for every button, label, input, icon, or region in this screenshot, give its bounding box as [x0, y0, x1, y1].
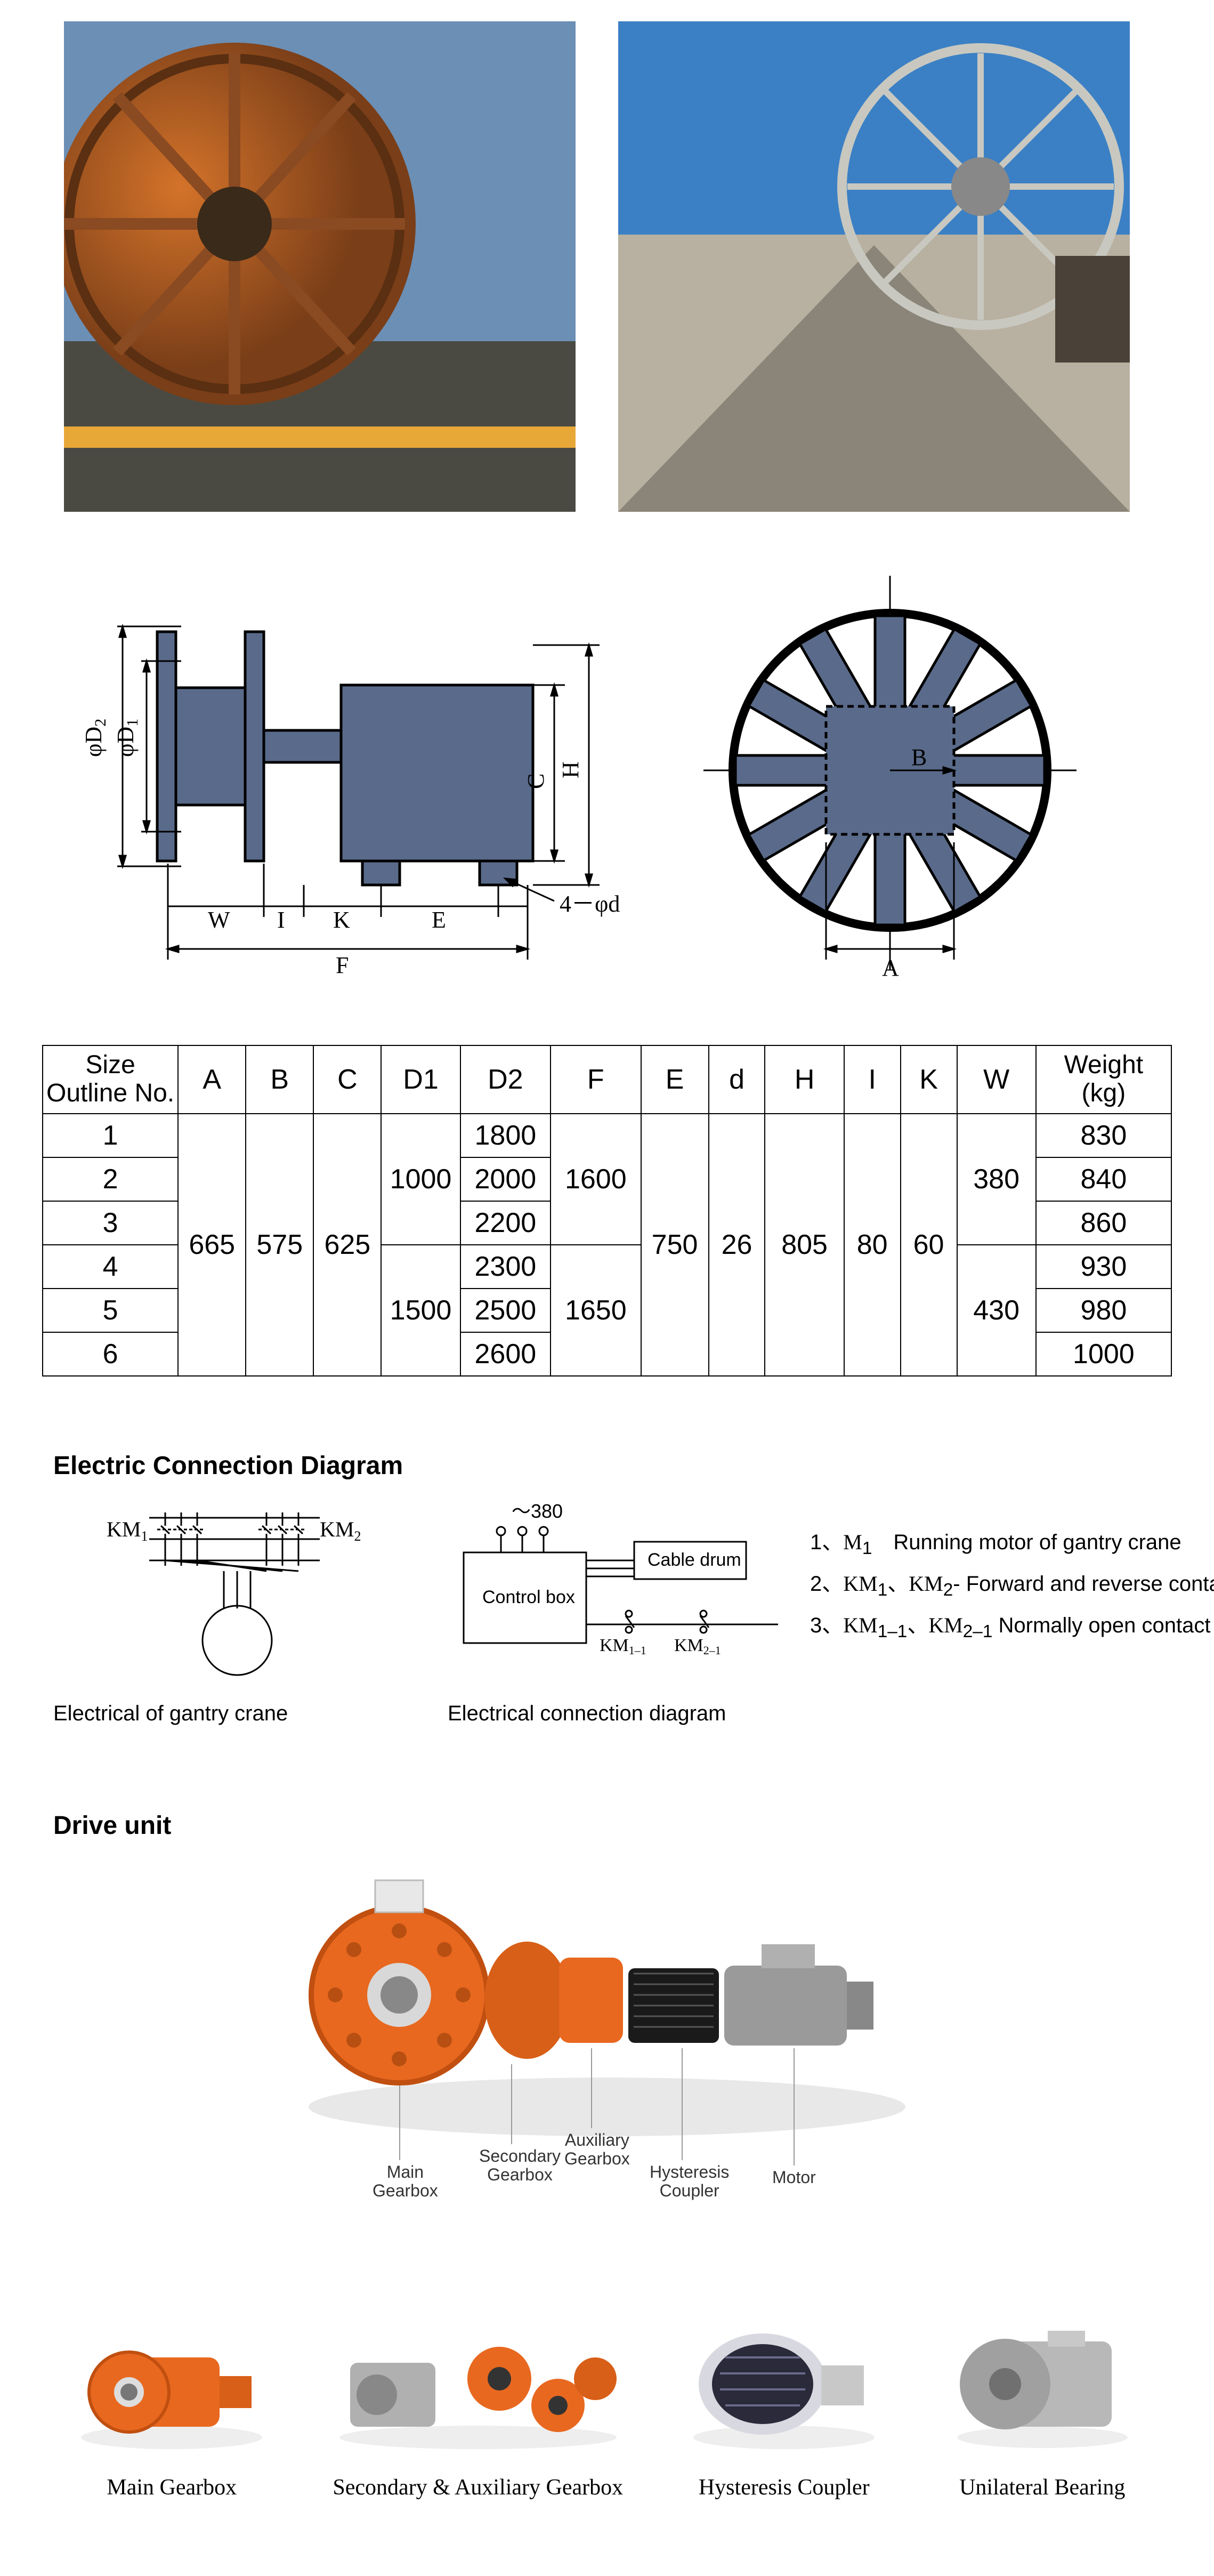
caption-conn: Electrical connection diagram — [405, 1702, 789, 1726]
legend-item: 1、M1 Running motor of gantry crane — [810, 1523, 1214, 1565]
drive-section-title: Drive unit — [53, 1811, 1182, 1840]
dim-i: I — [277, 907, 285, 933]
label-hysteresis-coupler: Hysteresis Coupler — [650, 2163, 729, 2200]
component-secondary-gearbox: Secondary & Auxiliary Gearbox — [329, 2299, 627, 2500]
product-photo-1 — [64, 21, 576, 512]
col-b: B — [246, 1045, 313, 1114]
dim-4phid: 4－φd — [560, 891, 620, 917]
svg-text:φD1: φD1 — [112, 719, 141, 757]
col-w: W — [957, 1045, 1036, 1114]
col-d1: D1 — [381, 1045, 460, 1114]
dim-w: W — [208, 907, 230, 933]
svg-text:KM1: KM1 — [107, 1517, 148, 1544]
svg-text:KM2–1: KM2–1 — [674, 1636, 721, 1657]
label-auxiliary-gearbox: Auxiliary Gearbox — [564, 2131, 630, 2168]
col-c: C — [313, 1045, 381, 1114]
col-d: d — [709, 1045, 765, 1114]
front-view-diagram: A B — [677, 576, 1103, 1013]
col-weight: Weight(kg) — [1036, 1045, 1171, 1114]
col-i: I — [844, 1045, 901, 1114]
caption-gantry: Electrical of gantry crane — [53, 1702, 384, 1726]
label-main-gearbox: Main Gearbox — [373, 2163, 438, 2200]
col-h: H — [765, 1045, 844, 1114]
dim-b: B — [911, 744, 927, 770]
col-f: F — [551, 1045, 641, 1114]
table-row: 1 665 575 625 1000 1800 1600 750 26 805 … — [43, 1114, 1171, 1157]
col-k: K — [901, 1045, 957, 1114]
dim-a: A — [882, 955, 899, 981]
electric-legend: 1、M1 Running motor of gantry crane 2、KM1… — [810, 1502, 1214, 1648]
component-row: Main Gearbox Secondary & Auxiliary Gearb… — [32, 2299, 1182, 2500]
photo-row — [32, 21, 1182, 512]
svg-text:Control box: Control box — [482, 1587, 575, 1607]
svg-text:Cable drum: Cable drum — [648, 1550, 741, 1570]
svg-text:KM2: KM2 — [320, 1517, 361, 1544]
label-motor: Motor — [772, 2168, 816, 2187]
svg-text:～380: ～380 — [512, 1502, 563, 1522]
drive-unit-figure: Main Gearbox Secondary Gearbox Auxiliary… — [32, 1862, 1182, 2235]
electric-diagram-row: KM1 KM2 Electrical of gantry crane ～380 — [32, 1502, 1182, 1726]
spec-table: SizeOutline No. A B C D1 D2 F E d H I K … — [42, 1045, 1172, 1376]
svg-text:KM1–1: KM1–1 — [600, 1636, 646, 1657]
label-secondary-gearbox: Secondary Gearbox — [479, 2147, 561, 2184]
legend-item: 2、KM1、KM2- Forward and reverse contactor — [810, 1565, 1214, 1606]
electric-section-title: Electric Connection Diagram — [53, 1451, 1182, 1480]
table-header-row: SizeOutline No. A B C D1 D2 F E d H I K … — [43, 1045, 1171, 1114]
col-a: A — [178, 1045, 246, 1114]
dim-e: E — [432, 907, 446, 933]
component-main-gearbox: Main Gearbox — [70, 2299, 273, 2500]
side-view-diagram: φD2 φD1 W I K E F C H 4－φd — [64, 576, 624, 1013]
gantry-crane-diagram: KM1 KM2 Electrical of gantry crane — [53, 1502, 384, 1726]
col-outline: SizeOutline No. — [43, 1045, 178, 1114]
legend-item: 3、KM1–1、KM2–1 Normally open contact — [810, 1606, 1214, 1648]
dim-f: F — [336, 952, 349, 978]
connection-diagram: ～380 Control box Cable drum KM1–1 KM2–1 — [405, 1502, 789, 1726]
technical-diagram-row: φD2 φD1 W I K E F C H 4－φd — [32, 576, 1182, 1013]
component-hysteresis-coupler: Hysteresis Coupler — [683, 2299, 885, 2500]
col-e: E — [641, 1045, 709, 1114]
col-d2: D2 — [460, 1045, 551, 1114]
product-photo-2 — [618, 21, 1130, 512]
component-unilateral-bearing: Unilateral Bearing — [941, 2299, 1144, 2500]
svg-text:φD2: φD2 — [80, 719, 109, 757]
dim-h: H — [557, 761, 584, 778]
dim-k: K — [333, 907, 350, 933]
dim-c: C — [523, 774, 549, 789]
